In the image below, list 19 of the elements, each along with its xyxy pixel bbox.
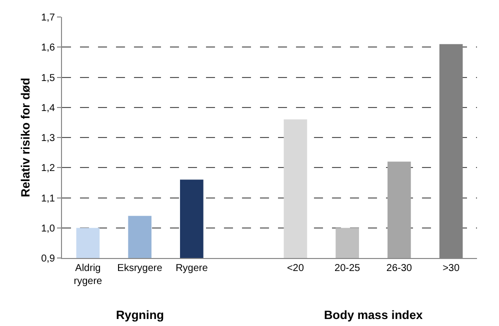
- x-tick-label: 20-25: [334, 263, 361, 274]
- y-axis-title: Relativ risiko for død: [18, 78, 32, 198]
- text: Rygning: [116, 308, 164, 322]
- x-tick-label: Aldrig rygere: [74, 263, 103, 287]
- y-tick-label: 1,1: [41, 193, 56, 204]
- x-tick-label: >30: [442, 263, 460, 274]
- text: Body mass index: [324, 308, 424, 322]
- y-tick-label: 1,7: [41, 12, 56, 24]
- x-tick-label: 26-30: [386, 263, 412, 274]
- y-tick-label: 1,5: [41, 72, 56, 84]
- x-tick-label: <20: [286, 263, 304, 274]
- y-tick-label: 1,6: [41, 42, 56, 54]
- x-tick-label: Eksrygere: [117, 263, 163, 274]
- y-tick-label: 0,9: [41, 254, 56, 264]
- y-tick-label: 1,4: [41, 102, 56, 114]
- y-tick-label: 1,0: [41, 223, 56, 234]
- y-tick-label: 1,3: [41, 133, 56, 144]
- x-tick-label: Rygere: [176, 263, 208, 274]
- y-tick-label: 1,2: [41, 163, 56, 174]
